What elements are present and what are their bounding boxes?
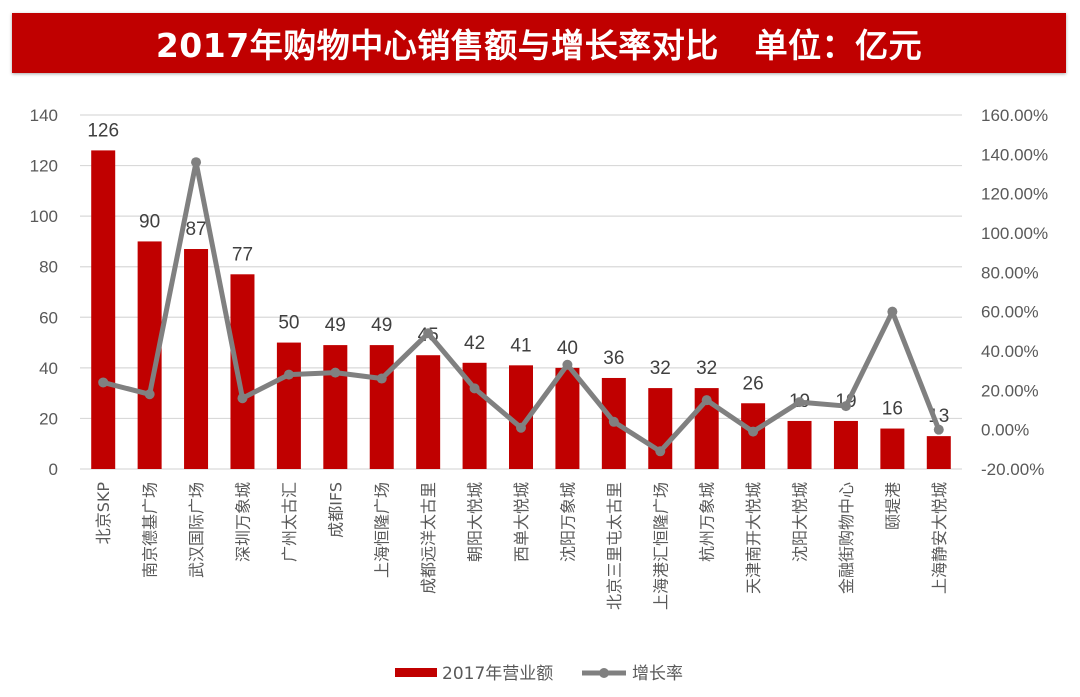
left-tick-label: 80 bbox=[39, 258, 58, 277]
bar-data-label: 32 bbox=[696, 358, 717, 379]
left-tick-label: 60 bbox=[39, 308, 58, 327]
bar bbox=[323, 345, 348, 469]
left-tick-label: 40 bbox=[39, 359, 58, 378]
title-banner: 2017年购物中心销售额与增长率对比 单位：亿元 bbox=[12, 13, 1066, 73]
line-point bbox=[283, 369, 294, 380]
line-point bbox=[840, 401, 851, 412]
line-point bbox=[748, 426, 759, 437]
bar bbox=[416, 355, 441, 469]
right-tick-label: 0.00% bbox=[981, 421, 1029, 440]
bar bbox=[880, 428, 905, 469]
bar-data-label: 87 bbox=[185, 219, 206, 240]
category-label: 北京SKP bbox=[94, 482, 113, 545]
line-point bbox=[655, 446, 666, 457]
left-axis-ticks: 0 20 40 60 80 100 120 140 bbox=[30, 106, 58, 479]
right-tick-label: 140.00% bbox=[981, 145, 1048, 164]
bar-data-label: 50 bbox=[278, 313, 299, 334]
category-labels: 北京SKP 南京德基广场 武汉国际广场 深圳万象城 广州太古汇 成都IFS 上海恒隆广场 成都… bbox=[94, 482, 949, 610]
category-label: 上海港汇恒隆广场 bbox=[651, 482, 670, 610]
category-label: 颐堤港 bbox=[883, 482, 902, 530]
category-label: 西单大悦城 bbox=[512, 482, 531, 562]
bar bbox=[369, 345, 394, 469]
right-tick-label: -20.00% bbox=[981, 460, 1044, 479]
left-tick-label: 100 bbox=[30, 207, 58, 226]
bar bbox=[184, 249, 209, 469]
bar-data-label: 26 bbox=[743, 373, 764, 394]
legend-line-marker bbox=[599, 668, 609, 678]
bar-data-label: 32 bbox=[650, 358, 671, 379]
category-label: 深圳万象城 bbox=[233, 482, 252, 562]
line-point bbox=[794, 397, 805, 408]
category-label: 杭州万象城 bbox=[698, 482, 717, 562]
bar bbox=[833, 420, 858, 469]
line-point bbox=[423, 328, 434, 339]
line-series bbox=[98, 157, 944, 457]
line-point bbox=[98, 377, 109, 388]
legend-bar-swatch bbox=[395, 668, 437, 677]
category-label: 成都远洋太古里 bbox=[419, 482, 438, 594]
right-tick-label: 60.00% bbox=[981, 303, 1039, 322]
bar-data-label: 49 bbox=[325, 315, 346, 336]
category-label: 天津南开大悦城 bbox=[744, 482, 763, 594]
bar bbox=[91, 150, 116, 469]
category-label: 上海恒隆广场 bbox=[373, 482, 392, 578]
bar bbox=[648, 388, 673, 469]
category-label: 成都IFS bbox=[326, 482, 345, 538]
right-tick-label: 120.00% bbox=[981, 185, 1048, 204]
chart-title: 2017年购物中心销售额与增长率对比 单位：亿元 bbox=[155, 26, 923, 65]
bar-data-label: 90 bbox=[139, 211, 160, 232]
bar bbox=[787, 420, 812, 469]
line-point bbox=[562, 359, 573, 370]
right-tick-label: 160.00% bbox=[981, 106, 1048, 125]
bar-data-label: 49 bbox=[371, 315, 392, 336]
category-label: 武汉国际广场 bbox=[187, 482, 206, 578]
category-label: 金融街购物中心 bbox=[837, 482, 856, 594]
line-point bbox=[608, 416, 619, 427]
line-point bbox=[376, 373, 387, 384]
category-label: 上海静安大悦城 bbox=[930, 482, 949, 594]
line-point bbox=[469, 383, 480, 394]
category-label: 南京德基广场 bbox=[141, 482, 160, 578]
line-point bbox=[516, 422, 526, 433]
bar-data-label: 77 bbox=[232, 244, 253, 265]
bar bbox=[926, 436, 951, 469]
category-label: 广州太古汇 bbox=[280, 482, 299, 562]
bar-data-label: 126 bbox=[87, 120, 119, 141]
category-label: 沈阳万象城 bbox=[558, 482, 577, 562]
legend: 2017年营业额 增长率 bbox=[395, 664, 683, 684]
category-label: 朝阳大悦城 bbox=[466, 482, 485, 562]
bar-data-label: 36 bbox=[603, 348, 624, 369]
bar bbox=[230, 274, 255, 469]
gridlines bbox=[80, 114, 962, 470]
line-point bbox=[933, 424, 944, 435]
legend-line-label: 增长率 bbox=[632, 664, 683, 684]
right-axis-ticks: -20.00% 0.00% 20.00% 40.00% 60.00% 80.00% 100.… bbox=[981, 106, 1048, 479]
line-point bbox=[887, 306, 898, 317]
category-label: 沈阳大悦城 bbox=[791, 482, 810, 562]
line-point bbox=[191, 157, 202, 168]
bar bbox=[276, 342, 301, 469]
right-tick-label: 20.00% bbox=[981, 381, 1039, 400]
right-tick-label: 40.00% bbox=[981, 342, 1039, 361]
bar-data-label: 42 bbox=[464, 333, 485, 354]
left-tick-label: 0 bbox=[49, 460, 58, 479]
left-tick-label: 20 bbox=[39, 409, 58, 428]
bar-data-label: 16 bbox=[882, 399, 903, 420]
left-tick-label: 140 bbox=[30, 106, 58, 125]
line-point bbox=[701, 395, 712, 406]
line-point bbox=[144, 389, 155, 400]
bar bbox=[555, 367, 580, 469]
left-tick-label: 120 bbox=[30, 157, 58, 176]
line-point bbox=[330, 367, 341, 378]
right-tick-label: 80.00% bbox=[981, 263, 1039, 282]
right-tick-label: 100.00% bbox=[981, 224, 1048, 243]
bar-data-label: 40 bbox=[557, 338, 578, 359]
bar-series bbox=[91, 150, 951, 469]
line-point bbox=[237, 393, 248, 404]
legend-bar-label: 2017年营业额 bbox=[442, 664, 553, 684]
bar-data-label: 41 bbox=[510, 335, 531, 356]
category-label: 北京三里屯太古里 bbox=[605, 482, 624, 610]
